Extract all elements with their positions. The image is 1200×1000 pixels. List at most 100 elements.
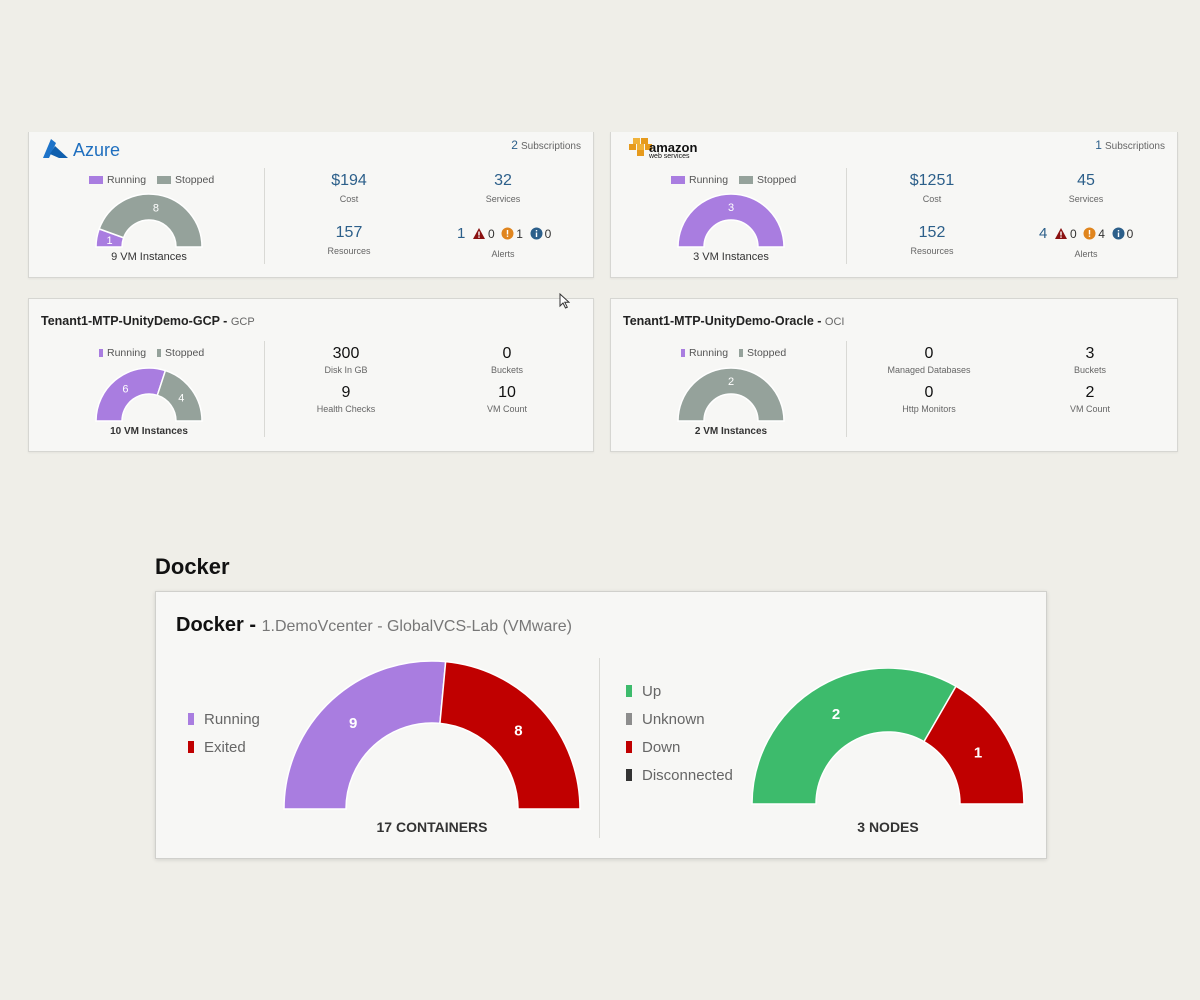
tenant-title[interactable]: Tenant1-MTP-UnityDemo-Oracle - OCI <box>623 314 844 328</box>
vm-instances-label: 10 VM Instances <box>110 426 188 437</box>
divider <box>599 658 600 838</box>
resources-value: 152 <box>918 224 946 241</box>
resources-stat[interactable]: 157 Resources <box>289 224 409 256</box>
vm-instances-label: 2 VM Instances <box>694 426 768 437</box>
vm-legend: Running Stopped <box>89 174 222 186</box>
aws-logo: amazon web services <box>629 136 697 161</box>
mouse-cursor-icon <box>559 293 570 309</box>
tenant-name: Tenant1-MTP-UnityDemo-Oracle - <box>623 314 822 328</box>
alerts-caption-wrap: Alerts <box>1026 245 1146 259</box>
resources-stat[interactable]: 152 Resources <box>872 224 992 256</box>
azure-logo-text: Azure <box>73 140 121 160</box>
running-swatch <box>89 176 103 185</box>
legend-running: Running <box>689 174 729 186</box>
health-checks-stat[interactable]: 9 Health Checks <box>286 384 406 414</box>
critical-alert-icon <box>1054 228 1067 239</box>
gauge-segment-exited[interactable] <box>439 660 581 810</box>
nodes-gauge[interactable]: 21 <box>749 668 1027 807</box>
vm-instances-label: 9 VM Instances <box>111 251 187 263</box>
aws-card[interactable]: amazon web services 1 Subscriptions Runni… <box>610 132 1178 278</box>
aws-logo-subtext: web services <box>649 153 690 160</box>
nodes-caption: 3 NODES <box>857 819 919 835</box>
gauge-segment-stopped[interactable] <box>98 193 203 248</box>
gauge-label-stopped: 4 <box>178 392 184 404</box>
alerts-caption-wrap: Alerts <box>443 245 563 259</box>
vm-gauge[interactable]: 64 <box>89 364 209 424</box>
managed-databases-label: Managed Databases <box>887 365 971 375</box>
cost-label: Cost <box>922 194 942 204</box>
vm-count-label: VM Count <box>486 404 528 414</box>
legend-down: Down <box>642 739 681 756</box>
oci-card[interactable]: Tenant1-MTP-UnityDemo-Oracle - OCI Runni… <box>610 298 1178 452</box>
buckets-stat[interactable]: 3 Buckets <box>1030 345 1150 375</box>
legend-stopped: Stopped <box>165 347 205 359</box>
vm-gauge[interactable]: 2 <box>671 364 791 424</box>
exited-swatch <box>188 741 194 753</box>
gauge-segment-down[interactable] <box>922 685 1025 805</box>
docker-title[interactable]: Docker - 1.DemoVcenter - GlobalVCS-Lab (… <box>176 614 572 637</box>
vm-gauge[interactable]: 18 <box>89 190 209 250</box>
subscriptions-number: 2 <box>511 138 518 152</box>
legend-up: Up <box>642 683 662 700</box>
alerts-row[interactable]: 4 0 4 0 <box>1039 225 1136 242</box>
resources-label: Resources <box>910 246 954 256</box>
stopped-swatch <box>739 176 754 185</box>
subscriptions-count[interactable]: 2 Subscriptions <box>511 138 581 152</box>
gauge-segment-stopped[interactable] <box>156 369 203 422</box>
alerts-info: 0 <box>544 227 552 241</box>
docker-card[interactable]: Docker - 1.DemoVcenter - GlobalVCS-Lab (… <box>155 591 1047 859</box>
gauge-segment-up[interactable] <box>751 668 958 805</box>
managed-databases-stat[interactable]: 0 Managed Databases <box>869 345 989 375</box>
buckets-value: 3 <box>1085 345 1095 362</box>
subscriptions-label: Subscriptions <box>1104 141 1165 152</box>
up-swatch <box>626 685 632 697</box>
alerts-total: 4 <box>1039 225 1048 242</box>
services-stat[interactable]: 32 Services <box>443 172 563 204</box>
gauge-segment-stopped[interactable] <box>677 367 785 422</box>
vm-instances-label: 3 VM Instances <box>693 251 769 263</box>
divider <box>264 341 265 437</box>
gcp-card[interactable]: Tenant1-MTP-UnityDemo-GCP - GCP Running … <box>28 298 594 452</box>
warning-alert-icon <box>1083 227 1096 240</box>
vm-count-value: 2 <box>1085 384 1095 401</box>
legend-unknown: Unknown <box>642 711 705 728</box>
disk-label: Disk In GB <box>324 365 368 375</box>
subscriptions-number: 1 <box>1095 138 1102 152</box>
warning-alert-icon <box>501 227 514 240</box>
info-alert-icon <box>1112 227 1125 240</box>
alerts-row[interactable]: 1 0 1 0 <box>457 225 554 242</box>
stopped-swatch <box>739 349 744 358</box>
docker-subtitle: 1.DemoVcenter - GlobalVCS-Lab (VMware) <box>261 618 572 635</box>
gauge-label-up: 2 <box>832 706 840 723</box>
alerts-warning: 1 <box>516 227 523 241</box>
alerts-label: Alerts <box>1074 249 1098 259</box>
legend-disconnected: Disconnected <box>642 767 733 784</box>
http-monitors-stat[interactable]: 0 Http Monitors <box>869 384 989 414</box>
cost-stat[interactable]: $1251 Cost <box>872 172 992 204</box>
vm-gauge[interactable]: 3 <box>671 190 791 250</box>
vm-count-stat[interactable]: 2 VM Count <box>1030 384 1150 414</box>
subscriptions-count[interactable]: 1 Subscriptions <box>1095 138 1165 152</box>
azure-logo-icon <box>43 139 68 158</box>
gauge-label-down: 1 <box>974 744 982 761</box>
resources-value: 157 <box>335 224 363 241</box>
vm-legend: Running Stopped <box>99 347 212 359</box>
aws-boxes-icon <box>629 138 652 156</box>
buckets-stat[interactable]: 0 Buckets <box>447 345 567 375</box>
legend-stopped: Stopped <box>175 174 215 186</box>
gauge-label-running: 9 <box>349 715 357 732</box>
vm-count-stat[interactable]: 10 VM Count <box>447 384 567 414</box>
stopped-swatch <box>157 176 172 185</box>
disk-stat[interactable]: 300 Disk In GB <box>286 345 406 375</box>
gauge-segment-running[interactable] <box>95 367 167 422</box>
services-stat[interactable]: 45 Services <box>1026 172 1146 204</box>
gauge-segment-running[interactable] <box>677 193 785 248</box>
divider <box>846 168 847 264</box>
health-checks-value: 9 <box>341 384 351 401</box>
gauge-segment-running[interactable] <box>283 660 447 810</box>
cost-stat[interactable]: $194 Cost <box>289 172 409 204</box>
tenant-title[interactable]: Tenant1-MTP-UnityDemo-GCP - GCP <box>41 314 255 328</box>
containers-caption: 17 CONTAINERS <box>376 819 488 835</box>
